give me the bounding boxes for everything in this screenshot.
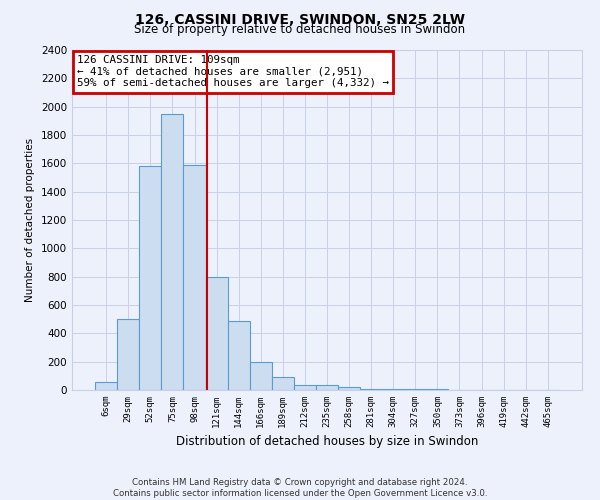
Bar: [117, 319, 139, 390]
X-axis label: Distribution of detached houses by size in Swindon: Distribution of detached houses by size …: [176, 436, 478, 448]
Text: Size of property relative to detached houses in Swindon: Size of property relative to detached ho…: [134, 22, 466, 36]
Bar: [206, 276, 227, 390]
Text: 126, CASSINI DRIVE, SWINDON, SN25 2LW: 126, CASSINI DRIVE, SWINDON, SN25 2LW: [135, 12, 465, 26]
Bar: [250, 362, 272, 390]
Bar: [272, 378, 294, 390]
Bar: [139, 166, 161, 390]
Bar: [294, 385, 316, 390]
Bar: [316, 385, 338, 390]
Bar: [161, 114, 184, 390]
Bar: [95, 382, 117, 390]
Text: 126 CASSINI DRIVE: 109sqm
← 41% of detached houses are smaller (2,951)
59% of se: 126 CASSINI DRIVE: 109sqm ← 41% of detac…: [77, 55, 389, 88]
Y-axis label: Number of detached properties: Number of detached properties: [25, 138, 35, 302]
Bar: [227, 320, 250, 390]
Text: Contains HM Land Registry data © Crown copyright and database right 2024.
Contai: Contains HM Land Registry data © Crown c…: [113, 478, 487, 498]
Bar: [338, 387, 360, 390]
Bar: [184, 165, 206, 390]
